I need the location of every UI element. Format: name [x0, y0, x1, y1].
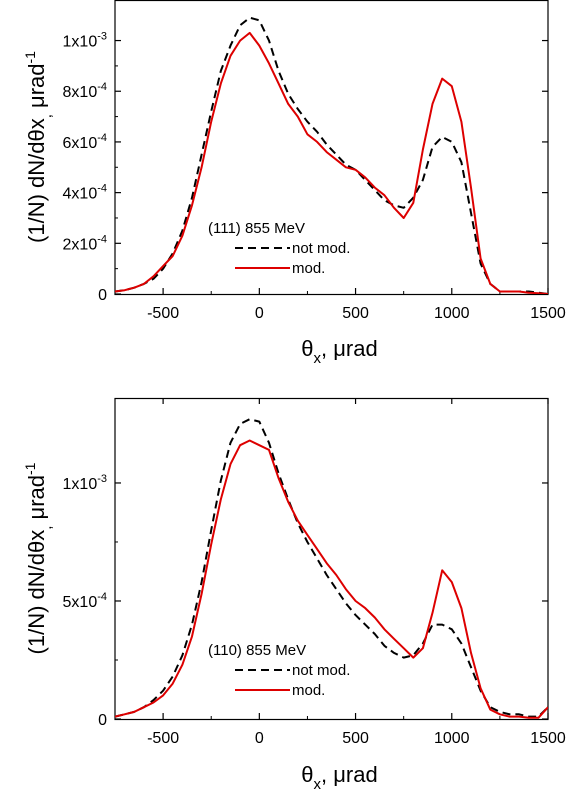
legend-label: mod.: [292, 260, 325, 277]
x-tick-label: 1500: [530, 730, 566, 747]
legend-title: (110) 855 MeV: [208, 642, 306, 659]
top-chart-panel: -500 0 500 1000 1500 0 2x10-4 4x10-4 6x10-4 8x10-…: [22, 0, 566, 367]
y-tick-label: 5x10-4: [63, 591, 107, 611]
x-tick-label: 0: [255, 730, 264, 747]
x-tick-label: -500: [147, 305, 179, 322]
y-tick-label: 6x10-4: [63, 132, 107, 152]
legend-label: not mod.: [292, 662, 350, 679]
y-tick-label: 4x10-4: [63, 183, 107, 203]
x-axis-title: θx, μrad: [301, 762, 377, 793]
plot-frame: [114, 397, 549, 721]
series-line-mod: [115, 31, 548, 294]
x-tick-label: -500: [147, 730, 179, 747]
legend: (111) 855 MeV not mod. mod.: [208, 220, 350, 277]
series-line-not-mod: [115, 16, 548, 294]
y-axis-title: (1/N) dN/dθx, μrad-1: [22, 51, 55, 243]
y-tick-label: 0: [98, 712, 107, 729]
y-tick-label: 2x10-4: [63, 233, 107, 253]
series-line-not-mod: [115, 418, 548, 718]
x-tick-label: 1000: [434, 305, 470, 322]
bottom-chart-panel: -500 0 500 1000 1500 0 5x10-4 1x10-3 (110) 855 M…: [22, 397, 566, 793]
legend-title: (111) 855 MeV: [208, 220, 305, 237]
series-line-mod: [115, 439, 548, 719]
x-tick-label: 500: [342, 730, 369, 747]
y-tick-label: 0: [98, 287, 107, 304]
x-tick-label: 1000: [434, 730, 470, 747]
y-tick-label: 1x10-3: [63, 31, 107, 51]
legend: (110) 855 MeV not mod. mod.: [208, 642, 350, 699]
x-tick-label: 500: [342, 305, 369, 322]
y-tick-label: 1x10-3: [63, 473, 107, 493]
y-axis-title: (1/N) dN/dθx, μrad-1: [22, 462, 55, 654]
x-tick-label: 0: [255, 305, 264, 322]
legend-label: mod.: [292, 682, 325, 699]
plot-frame: [114, 0, 549, 296]
y-tick-label: 8x10-4: [63, 81, 107, 101]
x-tick-label: 1500: [530, 305, 566, 322]
legend-label: not mod.: [292, 240, 350, 257]
x-axis-title: θx, μrad: [301, 336, 377, 367]
